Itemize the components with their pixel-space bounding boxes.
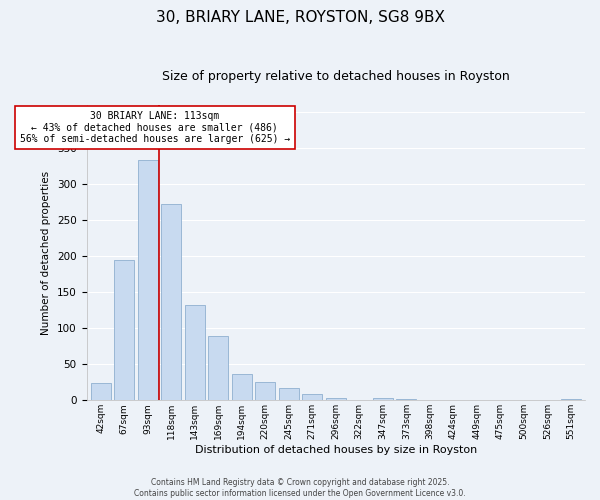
Text: 30 BRIARY LANE: 113sqm
← 43% of detached houses are smaller (486)
56% of semi-de: 30 BRIARY LANE: 113sqm ← 43% of detached… xyxy=(20,111,290,144)
Title: Size of property relative to detached houses in Royston: Size of property relative to detached ho… xyxy=(162,70,509,83)
Y-axis label: Number of detached properties: Number of detached properties xyxy=(41,170,52,334)
Text: Contains HM Land Registry data © Crown copyright and database right 2025.
Contai: Contains HM Land Registry data © Crown c… xyxy=(134,478,466,498)
Text: 30, BRIARY LANE, ROYSTON, SG8 9BX: 30, BRIARY LANE, ROYSTON, SG8 9BX xyxy=(155,10,445,25)
Bar xyxy=(373,398,393,400)
Bar xyxy=(91,383,110,400)
Bar xyxy=(208,336,228,400)
Bar xyxy=(326,398,346,400)
Bar xyxy=(302,394,322,400)
Bar xyxy=(561,399,581,400)
Bar xyxy=(232,374,251,400)
Bar xyxy=(397,399,416,400)
Bar xyxy=(137,160,158,400)
Bar xyxy=(161,204,181,400)
Bar xyxy=(279,388,299,400)
Bar xyxy=(114,260,134,400)
Bar xyxy=(255,382,275,400)
X-axis label: Distribution of detached houses by size in Royston: Distribution of detached houses by size … xyxy=(194,445,477,455)
Bar xyxy=(185,305,205,400)
